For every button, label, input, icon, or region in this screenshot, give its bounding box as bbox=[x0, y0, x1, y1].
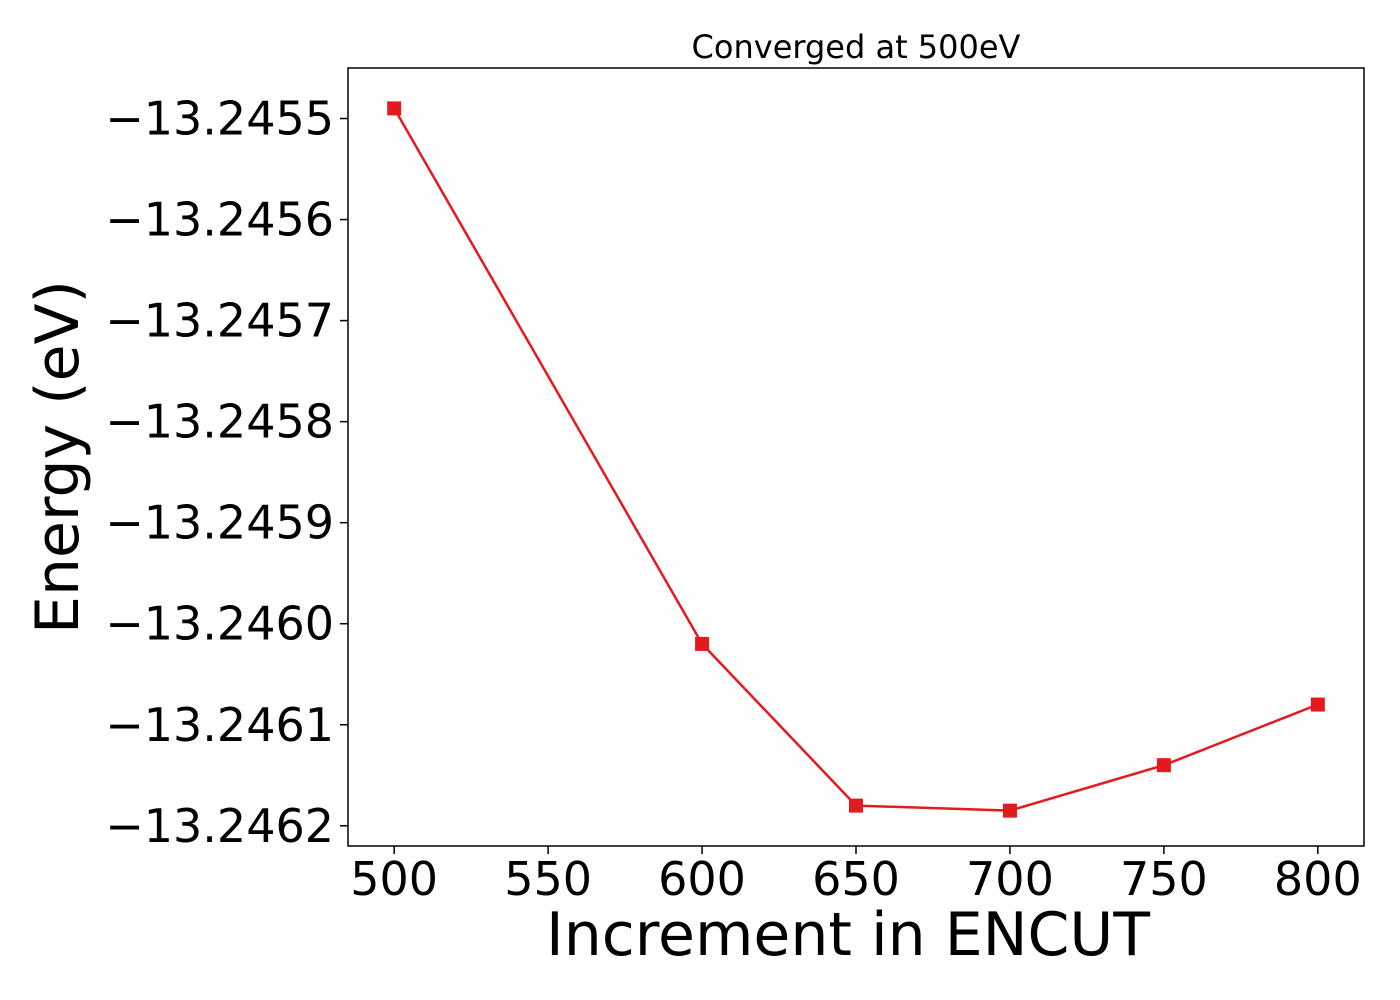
data-point-marker bbox=[1310, 697, 1325, 712]
y-tick-label: −13.2461 bbox=[105, 698, 334, 752]
series-layer bbox=[387, 101, 1325, 818]
x-axis-ticks: 500 550 600 650 700 750 800 bbox=[350, 846, 1362, 906]
plot-area bbox=[347, 67, 1365, 847]
y-axis-title: Energy (eV) bbox=[23, 280, 93, 634]
x-tick-label: 500 bbox=[350, 852, 438, 906]
data-point-marker bbox=[387, 101, 402, 116]
chart-title: Converged at 500eV bbox=[692, 28, 1021, 66]
y-tick-label: −13.2459 bbox=[105, 496, 334, 550]
x-axis-title: Increment in ENCUT bbox=[546, 900, 1150, 970]
data-point-marker bbox=[1002, 803, 1017, 818]
x-tick-label: 700 bbox=[966, 852, 1054, 906]
y-tick-label: −13.2460 bbox=[105, 597, 334, 651]
y-tick-label: −13.2455 bbox=[105, 92, 334, 146]
data-point-marker bbox=[849, 798, 863, 813]
x-tick-label: 600 bbox=[658, 852, 746, 906]
x-tick-label: 800 bbox=[1274, 852, 1362, 906]
y-axis-ticks: −13.2455 −13.2456 −13.2457 −13.2458 −13.2459… bbox=[105, 92, 348, 853]
x-tick-label: 650 bbox=[812, 852, 900, 906]
x-tick-label: 550 bbox=[504, 852, 592, 906]
y-tick-label: −13.2462 bbox=[105, 799, 334, 853]
y-tick-label: −13.2458 bbox=[105, 395, 334, 449]
y-tick-label: −13.2456 bbox=[105, 193, 334, 247]
series-line bbox=[393, 107, 1319, 812]
data-point-marker bbox=[1156, 758, 1171, 773]
x-tick-label: 750 bbox=[1120, 852, 1208, 906]
y-tick-label: −13.2457 bbox=[105, 294, 334, 348]
data-point-marker bbox=[695, 636, 710, 651]
